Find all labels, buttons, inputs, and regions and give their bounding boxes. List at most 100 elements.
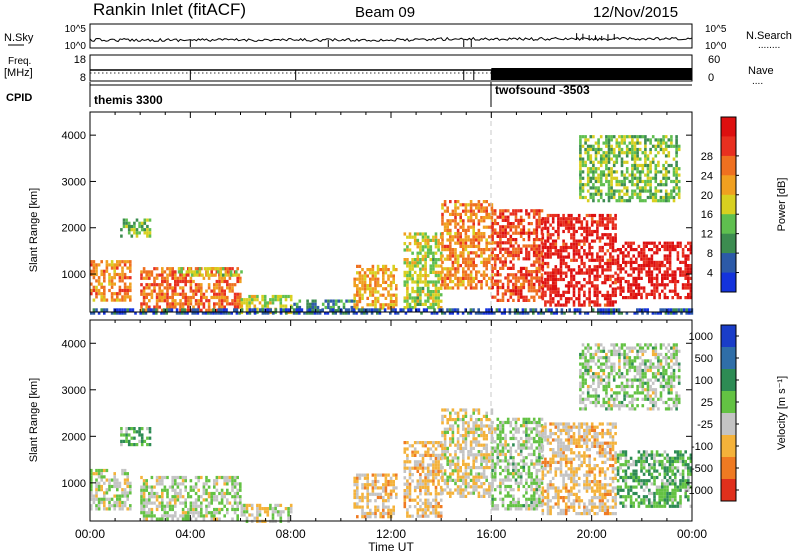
- data-cell: [110, 276, 114, 280]
- data-cell: [192, 289, 195, 293]
- data-cell: [226, 295, 229, 300]
- data-cell: [631, 195, 634, 200]
- data-cell: [205, 482, 208, 486]
- data-cell: [174, 286, 177, 290]
- data-cell: [456, 286, 460, 290]
- data-cell: [361, 486, 364, 490]
- data-cell: [276, 513, 280, 517]
- data-cell: [499, 260, 502, 264]
- data-cell: [133, 436, 136, 440]
- data-cell: [413, 485, 417, 489]
- data-cell: [314, 305, 317, 310]
- data-cell: [256, 507, 259, 511]
- data-cell: [187, 517, 190, 521]
- data-cell: [123, 276, 127, 280]
- data-cell: [121, 260, 124, 264]
- data-cell: [631, 163, 634, 168]
- data-cell: [417, 308, 421, 312]
- data-cell: [525, 276, 528, 280]
- data-cell: [434, 492, 438, 496]
- data-cell: [403, 501, 407, 505]
- data-cell: [421, 302, 425, 306]
- data-cell: [549, 300, 552, 304]
- data-cell: [439, 274, 443, 278]
- data-cell: [581, 160, 585, 164]
- data-cell: [459, 235, 462, 239]
- data-cell: [145, 308, 148, 312]
- data-cell: [684, 257, 687, 261]
- data-cell: [482, 276, 486, 280]
- data-cell: [424, 489, 427, 493]
- data-cell: [443, 408, 447, 412]
- data-cell: [601, 271, 604, 275]
- data-cell: [638, 135, 642, 139]
- data-cell: [642, 264, 646, 268]
- data-cell: [451, 264, 455, 268]
- data-cell: [366, 489, 369, 493]
- data-cell: [110, 311, 114, 315]
- data-cell: [644, 183, 647, 187]
- data-cell: [646, 189, 650, 193]
- data-cell: [525, 209, 528, 213]
- data-cell: [220, 289, 224, 293]
- data-cell: [679, 267, 682, 271]
- data-cell: [105, 260, 109, 264]
- data-cell: [623, 141, 626, 145]
- data-cell: [519, 215, 523, 219]
- data-cell: [671, 296, 674, 300]
- data-cell: [522, 228, 526, 232]
- data-cell: [146, 231, 149, 235]
- data-cell: [239, 501, 242, 505]
- data-cell: [406, 261, 409, 265]
- data-cell: [676, 241, 680, 245]
- data-cell: [541, 220, 545, 224]
- data-cell: [158, 475, 161, 480]
- data-cell: [353, 489, 356, 493]
- data-cell: [672, 144, 676, 148]
- data-cell: [585, 239, 589, 243]
- data-cell: [95, 308, 98, 312]
- data-cell: [434, 466, 438, 470]
- data-cell: [620, 311, 623, 315]
- data-cell: [95, 507, 98, 511]
- data-cell: [579, 179, 582, 184]
- data-cell: [580, 255, 584, 259]
- data-cell: [327, 305, 330, 310]
- data-cell: [103, 491, 106, 495]
- data-cell: [642, 241, 646, 245]
- data-cell: [263, 298, 267, 302]
- data-cell: [406, 258, 409, 262]
- data-cell: [509, 260, 513, 264]
- data-cell: [127, 224, 131, 229]
- data-cell: [628, 151, 632, 155]
- data-cell: [464, 414, 468, 418]
- data-cell: [618, 144, 621, 148]
- data-cell: [472, 475, 475, 479]
- data-cell: [454, 216, 457, 220]
- data-cell: [472, 434, 475, 438]
- data-cell: [668, 260, 672, 264]
- data-cell: [610, 189, 613, 193]
- data-cell: [501, 266, 505, 270]
- data-cell: [166, 517, 169, 521]
- data-cell: [392, 280, 395, 284]
- data-cell: [217, 308, 220, 312]
- data-cell: [488, 225, 491, 229]
- data-cell: [544, 239, 547, 243]
- data-cell: [176, 517, 180, 521]
- data-cell: [426, 463, 430, 467]
- data-cell: [599, 183, 603, 187]
- data-cell: [441, 206, 444, 210]
- data-cell: [482, 219, 486, 223]
- data-cell: [207, 299, 211, 303]
- data-cell: [353, 296, 356, 300]
- data-cell: [577, 303, 581, 307]
- data-cell: [667, 154, 671, 158]
- data-cell: [205, 507, 208, 512]
- data-cell: [588, 268, 591, 272]
- data-cell: [340, 299, 343, 303]
- data-cell: [179, 501, 182, 505]
- data-cell: [618, 192, 621, 196]
- data-cell: [501, 282, 505, 286]
